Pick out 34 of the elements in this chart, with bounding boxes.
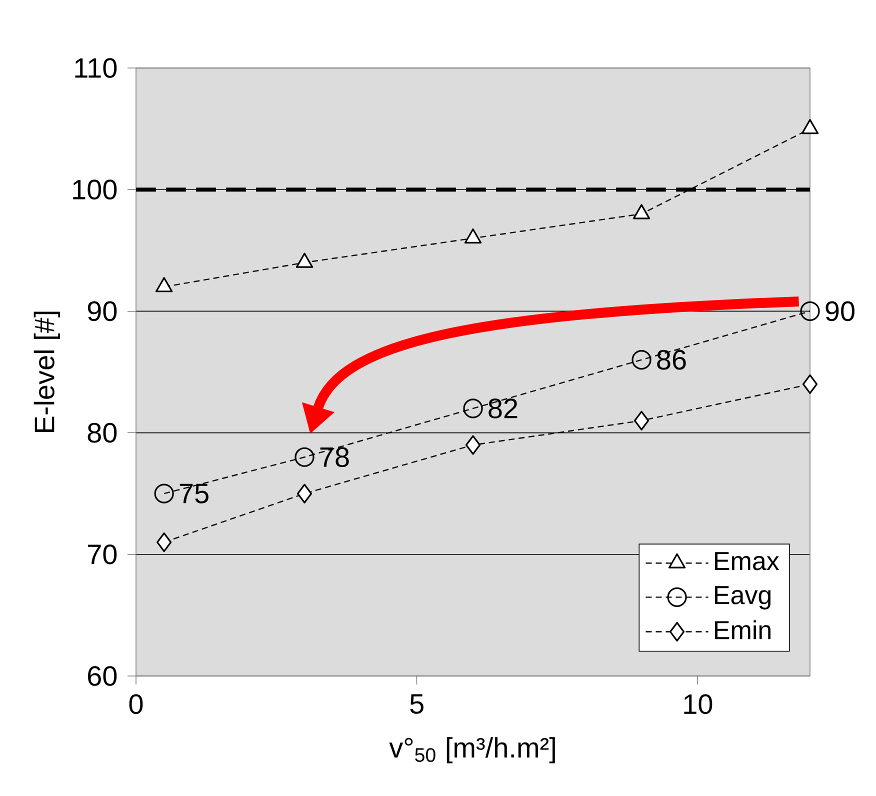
y-tick-label: 60 [88, 666, 117, 686]
point [296, 484, 312, 504]
point [632, 350, 652, 370]
point [800, 301, 820, 321]
point [156, 532, 172, 552]
y-axis-title: E-level [#] [34, 312, 60, 432]
point [465, 435, 481, 455]
x-tick-label: 5 [410, 694, 424, 714]
x-axis-title: v°$_{50}$ [m³/h.m²] [389, 737, 555, 764]
legend-label: Eavg [715, 586, 771, 610]
legend-label: Emin [715, 620, 770, 640]
point [154, 484, 174, 504]
data-label: 86 [657, 350, 686, 370]
data-label: 78 [320, 447, 349, 468]
point [296, 252, 314, 268]
point [294, 447, 314, 467]
point [634, 410, 650, 430]
data-label: 75 [180, 484, 208, 504]
point [463, 398, 483, 418]
x-tick-label: 0 [129, 694, 143, 714]
legend-label: Emax [715, 552, 780, 570]
x-tick-label: 10 [684, 694, 712, 714]
y-tick-label: 80 [88, 422, 117, 443]
data-label: 82 [488, 398, 518, 418]
point [801, 119, 819, 134]
point [464, 228, 482, 244]
point [802, 374, 818, 394]
y-tick-label: 70 [88, 544, 117, 564]
y-tick-label: 100 [73, 180, 117, 200]
y-tick-label: 90 [88, 301, 117, 322]
data-label: 90 [826, 301, 854, 322]
point [632, 204, 650, 220]
y-tick-label: 110 [75, 58, 117, 78]
point [155, 277, 173, 292]
